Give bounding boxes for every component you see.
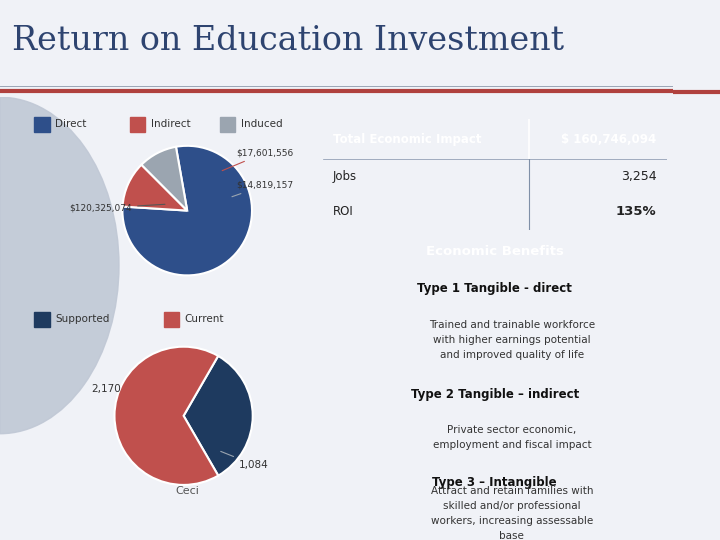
Wedge shape <box>0 97 119 434</box>
Bar <box>35 117 50 132</box>
Wedge shape <box>141 147 187 211</box>
Text: Type 1 Tangible - direct: Type 1 Tangible - direct <box>417 282 572 295</box>
Text: Ceci: Ceci <box>175 486 199 496</box>
Text: $14,819,157: $14,819,157 <box>232 181 293 197</box>
Text: Attract and retain families with
skilled and/or professional
workers, increasing: Attract and retain families with skilled… <box>431 487 593 540</box>
Text: Private sector economic,
employment and fiscal impact: Private sector economic, employment and … <box>433 425 591 450</box>
Bar <box>163 312 179 327</box>
Text: Current: Current <box>184 314 224 323</box>
Text: 135%: 135% <box>616 205 657 219</box>
Text: $17,601,556: $17,601,556 <box>222 148 293 171</box>
Text: Supported: Supported <box>55 314 110 323</box>
Wedge shape <box>114 347 218 485</box>
Text: 2,170: 2,170 <box>91 383 157 398</box>
Text: Jobs: Jobs <box>333 170 357 184</box>
Wedge shape <box>122 165 187 211</box>
Text: 1,084: 1,084 <box>221 451 269 470</box>
Text: Indirect: Indirect <box>151 119 191 129</box>
Text: Type 3 – Intangible: Type 3 – Intangible <box>432 476 557 489</box>
Bar <box>130 117 145 132</box>
Text: Induced: Induced <box>240 119 282 129</box>
Text: 3,254: 3,254 <box>621 170 657 184</box>
Text: Economic Benefits: Economic Benefits <box>426 245 564 258</box>
Text: Type 2 Tangible – indirect: Type 2 Tangible – indirect <box>410 388 579 401</box>
Wedge shape <box>122 146 252 275</box>
Text: Trained and trainable workforce
with higher earnings potential
and improved qual: Trained and trainable workforce with hig… <box>429 320 595 360</box>
Text: Direct: Direct <box>55 119 87 129</box>
Bar <box>35 312 50 327</box>
Wedge shape <box>184 356 253 476</box>
Text: ROI: ROI <box>333 205 354 219</box>
Text: $120,325,074: $120,325,074 <box>70 204 165 213</box>
Text: $ 160,746,094: $ 160,746,094 <box>561 132 657 146</box>
Bar <box>220 117 235 132</box>
Text: Total Economic Impact: Total Economic Impact <box>333 132 482 146</box>
Text: Return on Education Investment: Return on Education Investment <box>12 25 564 57</box>
